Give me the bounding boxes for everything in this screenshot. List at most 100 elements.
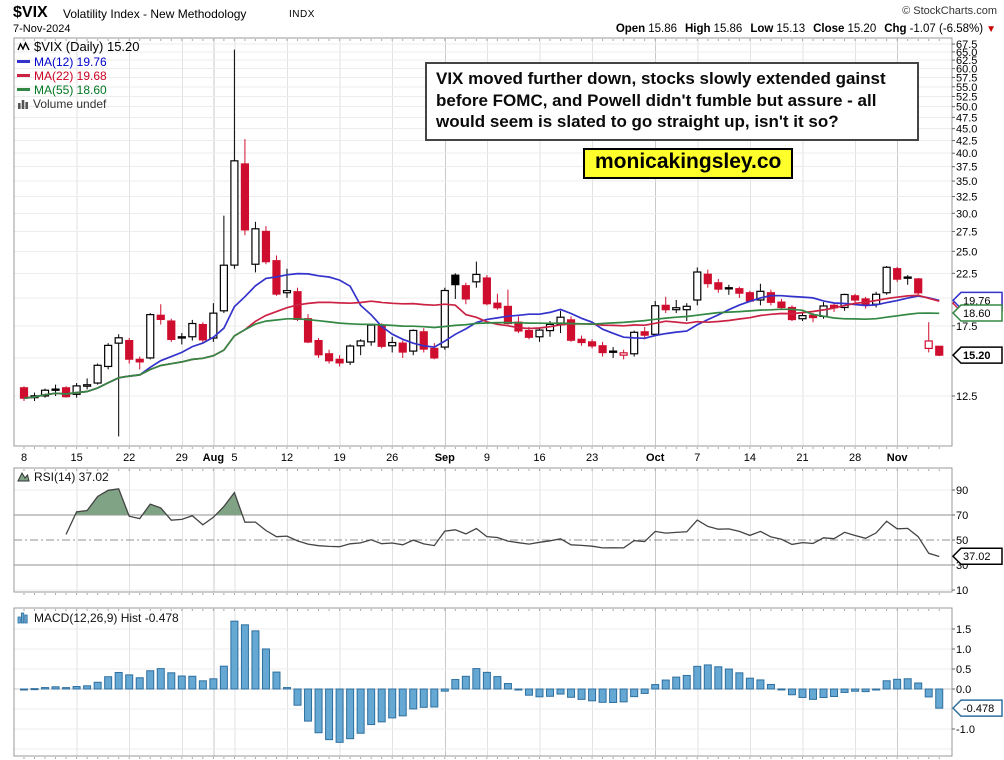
svg-text:22: 22 xyxy=(123,452,135,464)
legend-price-label: $VIX (Daily) 15.20 xyxy=(34,39,140,54)
svg-text:42.5: 42.5 xyxy=(956,136,977,148)
annotation-box: VIX moved further down, stocks slowly ex… xyxy=(425,62,919,141)
low-value: 15.13 xyxy=(776,23,806,35)
legend-ma22-row: MA(22) 19.68 xyxy=(17,68,107,83)
legend-ma22-label: MA(22) 19.68 xyxy=(34,68,107,83)
svg-text:60.0: 60.0 xyxy=(956,64,977,76)
svg-text:16: 16 xyxy=(533,452,545,464)
watermark-site-label: monicakingsley.co xyxy=(583,148,794,179)
legend-ma55-label: MA(55) 18.60 xyxy=(34,82,107,97)
quote-strip: Open 15.86 High 15.86 Low 15.13 Close 15.20 Chg -… xyxy=(616,23,996,35)
svg-text:17.5: 17.5 xyxy=(956,321,977,333)
svg-text:12: 12 xyxy=(281,452,293,464)
svg-text:1.0: 1.0 xyxy=(956,644,971,656)
svg-text:5: 5 xyxy=(231,452,237,464)
svg-text:9: 9 xyxy=(484,452,490,464)
ma22-line-icon xyxy=(17,74,30,77)
chg-value: -1.07 (-6.58%) xyxy=(909,23,984,35)
axis-tag xyxy=(951,346,1003,364)
svg-text:32.5: 32.5 xyxy=(956,192,977,204)
annotation-line-3: would seem is slated to go straight up, … xyxy=(436,112,839,132)
ma55-line-icon xyxy=(17,88,30,91)
close-label: Close xyxy=(813,23,845,35)
svg-text:8: 8 xyxy=(21,452,27,464)
rsi-panel-label: RSI(14) 37.02 xyxy=(17,469,109,484)
price-style-icon xyxy=(17,40,30,51)
macd-histogram-icon xyxy=(17,612,28,623)
svg-text:23: 23 xyxy=(586,452,598,464)
change-down-icon: ▼ xyxy=(986,24,996,35)
svg-text:25.0: 25.0 xyxy=(956,246,977,258)
annotation-line-2: before FOMC, and Powell didn't fumble bu… xyxy=(436,90,877,110)
legend-volume-row: Volume undef xyxy=(17,96,107,111)
legend-ma55-row: MA(55) 18.60 xyxy=(17,82,107,97)
svg-text:35.0: 35.0 xyxy=(956,176,977,188)
svg-text:14: 14 xyxy=(744,452,756,464)
svg-text:Oct: Oct xyxy=(646,452,665,464)
svg-text:37.5: 37.5 xyxy=(956,162,977,174)
symbol: $VIX xyxy=(13,4,48,21)
volume-bars-icon xyxy=(18,100,28,109)
svg-text:21: 21 xyxy=(796,452,808,464)
axis-tag xyxy=(951,699,1003,717)
copyright: © StockCharts.com xyxy=(902,5,997,17)
svg-text:15: 15 xyxy=(70,452,82,464)
open-value: 15.86 xyxy=(648,23,677,35)
svg-text:27.5: 27.5 xyxy=(956,226,977,238)
svg-text:-1.0: -1.0 xyxy=(956,724,975,736)
rsi-line xyxy=(65,488,940,558)
svg-text:90: 90 xyxy=(956,485,968,497)
svg-text:29: 29 xyxy=(176,452,188,464)
high-label: High xyxy=(684,23,711,35)
svg-text:12.5: 12.5 xyxy=(956,391,977,403)
svg-text:15.20: 15.20 xyxy=(963,350,991,362)
exchange-label: INDX xyxy=(289,9,315,20)
svg-text:0.0: 0.0 xyxy=(956,684,971,696)
svg-text:0.5: 0.5 xyxy=(956,664,971,676)
svg-text:50.0: 50.0 xyxy=(956,102,977,114)
svg-text:19: 19 xyxy=(333,452,345,464)
svg-text:18.60: 18.60 xyxy=(963,308,991,320)
axis-tag xyxy=(951,547,1003,565)
svg-text:22.5: 22.5 xyxy=(956,268,977,280)
svg-text:30.0: 30.0 xyxy=(956,208,977,220)
rsi-overbought-fill xyxy=(66,488,940,515)
macd-panel-label: MACD(12,26,9) Hist -0.478 xyxy=(17,610,179,625)
MA(12)-line xyxy=(23,272,940,400)
MA(55)-line xyxy=(23,308,940,400)
svg-text:Sep: Sep xyxy=(435,452,455,464)
rsi-label-text: RSI(14) 37.02 xyxy=(34,469,109,484)
svg-text:52.5: 52.5 xyxy=(956,91,977,103)
svg-text:70: 70 xyxy=(956,510,968,522)
svg-text:7: 7 xyxy=(694,452,700,464)
annotation-line-1: VIX moved further down, stocks slowly ex… xyxy=(436,69,886,88)
svg-text:47.5: 47.5 xyxy=(956,112,977,124)
macd-label-text: MACD(12,26,9) Hist -0.478 xyxy=(34,610,179,625)
legend-ma12-row: MA(12) 19.76 xyxy=(17,54,107,69)
chg-label: Chg xyxy=(884,23,907,35)
ma12-line-icon xyxy=(17,60,30,63)
svg-text:37.02: 37.02 xyxy=(963,551,991,563)
macd-histogram-layer xyxy=(20,620,944,743)
high-value: 15.86 xyxy=(713,23,743,35)
chart-date: 7-Nov-2024 xyxy=(13,23,71,35)
svg-text:40.0: 40.0 xyxy=(956,148,977,160)
svg-text:67.5: 67.5 xyxy=(956,39,977,51)
svg-text:26: 26 xyxy=(386,452,398,464)
legend-ma12-label: MA(12) 19.76 xyxy=(34,54,107,69)
svg-text:55.0: 55.0 xyxy=(956,82,977,94)
svg-text:62.5: 62.5 xyxy=(956,55,977,67)
svg-text:28: 28 xyxy=(849,452,861,464)
open-label: Open xyxy=(615,23,646,35)
svg-text:50: 50 xyxy=(956,535,968,547)
axis-tag xyxy=(951,304,1003,322)
legend-volume-label: Volume undef xyxy=(33,96,107,111)
low-label: Low xyxy=(750,23,774,35)
svg-text:65.0: 65.0 xyxy=(956,47,977,59)
close-value: 15.20 xyxy=(847,23,877,35)
svg-text:10: 10 xyxy=(956,585,968,597)
svg-text:1.5: 1.5 xyxy=(956,624,971,636)
symbol-description: Volatility Index - New Methodology xyxy=(63,7,247,21)
